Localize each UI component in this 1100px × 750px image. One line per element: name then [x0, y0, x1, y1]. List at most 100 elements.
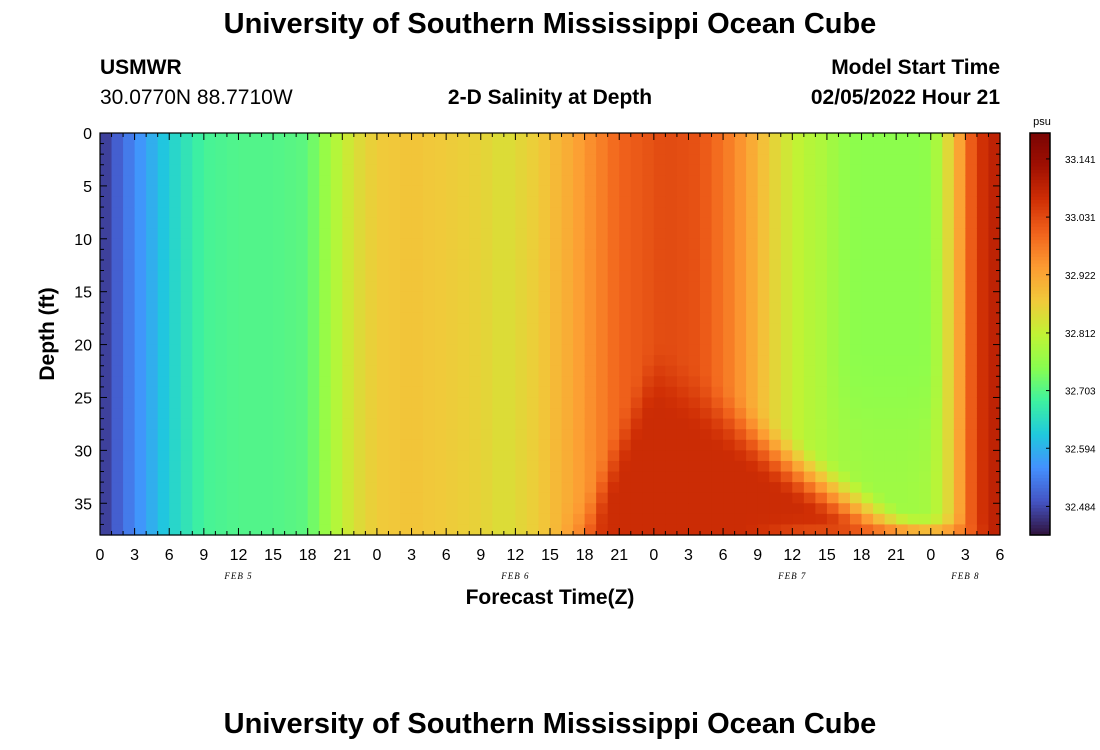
colorbar-swatch: [1030, 387, 1050, 392]
heatmap-cell: [584, 133, 597, 145]
heatmap-cell: [134, 344, 147, 356]
heatmap-cell: [619, 270, 632, 282]
heatmap-cell: [192, 281, 205, 293]
heatmap-cell: [665, 524, 678, 536]
heatmap-cell: [469, 376, 482, 388]
heatmap-cell: [411, 439, 424, 451]
heatmap-cell: [111, 482, 124, 494]
heatmap-cell: [157, 334, 170, 346]
heatmap-cell: [388, 259, 401, 272]
heatmap-cell: [365, 386, 378, 399]
heatmap-cell: [896, 365, 909, 377]
heatmap-cell: [884, 270, 897, 282]
heatmap-cell: [469, 238, 482, 250]
heatmap-cell: [457, 302, 470, 314]
heatmap-cell: [526, 386, 540, 399]
heatmap-cell: [907, 376, 920, 388]
heatmap-cell: [238, 471, 251, 483]
heatmap-cell: [792, 365, 805, 377]
heatmap-cell: [226, 323, 240, 335]
heatmap-cell: [826, 133, 840, 145]
heatmap-cell: [353, 143, 366, 155]
heatmap-cell: [157, 164, 170, 176]
heatmap-cell: [238, 503, 251, 515]
heatmap-cell: [146, 397, 159, 409]
heatmap-cell: [226, 185, 240, 198]
heatmap-cell: [665, 418, 678, 430]
heatmap-cell: [792, 386, 805, 399]
heatmap-cell: [573, 439, 586, 451]
colorbar-label: 32.703: [1065, 387, 1096, 398]
heatmap-cell: [284, 397, 297, 409]
heatmap-cell: [619, 281, 632, 293]
heatmap-cell: [400, 439, 413, 451]
heatmap-cell: [503, 312, 516, 325]
heatmap-cell: [111, 249, 124, 261]
heatmap-cell: [411, 143, 424, 155]
heatmap-cell: [307, 429, 320, 441]
heatmap-cell: [826, 291, 840, 303]
heatmap-cell: [573, 376, 586, 388]
heatmap-cell: [261, 492, 274, 504]
heatmap-cell: [203, 281, 216, 293]
heatmap-cell: [873, 355, 886, 367]
heatmap-cell: [596, 207, 609, 219]
heatmap-cell: [919, 386, 932, 399]
colorbar-swatch: [1030, 173, 1050, 178]
heatmap-cell: [942, 513, 955, 526]
heatmap-cell: [342, 238, 355, 250]
heatmap-cell: [942, 408, 955, 420]
heatmap-cell: [261, 164, 274, 176]
heatmap-cell: [123, 196, 136, 208]
heatmap-cell: [630, 524, 643, 536]
heatmap-cell: [826, 270, 840, 282]
heatmap-cell: [388, 238, 401, 250]
heatmap-cell: [480, 334, 493, 346]
heatmap-cell: [930, 143, 943, 155]
heatmap-cell: [573, 408, 586, 420]
heatmap-cell: [388, 164, 401, 176]
heatmap-cell: [250, 291, 263, 303]
heatmap-cell: [815, 471, 828, 483]
heatmap-cell: [584, 185, 597, 198]
heatmap-cell: [284, 334, 297, 346]
heatmap-cell: [492, 450, 505, 462]
heatmap-cell: [561, 408, 574, 420]
heatmap-cell: [226, 344, 240, 356]
heatmap-cell: [180, 217, 193, 229]
heatmap-cell: [665, 281, 678, 293]
heatmap-cell: [526, 259, 540, 272]
heatmap-cell: [123, 386, 136, 399]
heatmap-cell: [330, 238, 343, 250]
heatmap-cell: [850, 482, 863, 494]
heatmap-cell: [203, 482, 216, 494]
heatmap-cell: [423, 334, 436, 346]
heatmap-cell: [630, 418, 643, 430]
heatmap-cell: [111, 376, 124, 388]
heatmap-cell: [780, 185, 793, 198]
heatmap-cell: [850, 524, 863, 536]
heatmap-cell: [273, 503, 286, 515]
heatmap-cell: [330, 355, 343, 367]
heatmap-cell: [630, 439, 643, 451]
heatmap-cell: [873, 513, 886, 526]
heatmap-cell: [515, 397, 528, 409]
heatmap-cell: [619, 492, 632, 504]
heatmap-cell: [976, 323, 990, 335]
heatmap-cell: [596, 460, 609, 473]
heatmap-cell: [238, 408, 251, 420]
heatmap-cell: [642, 281, 655, 293]
heatmap-cell: [803, 217, 816, 229]
heatmap-cell: [526, 376, 540, 388]
heatmap-cell: [676, 323, 690, 335]
heatmap-cell: [434, 217, 447, 229]
heatmap-cell: [665, 196, 678, 208]
heatmap-cell: [723, 323, 736, 335]
heatmap-cell: [757, 164, 770, 176]
heatmap-cell: [976, 513, 990, 526]
heatmap-cell: [607, 408, 620, 420]
heatmap-cell: [457, 228, 470, 240]
heatmap-cell: [688, 429, 701, 441]
heatmap-cell: [515, 344, 528, 356]
heatmap-cell: [607, 376, 620, 388]
